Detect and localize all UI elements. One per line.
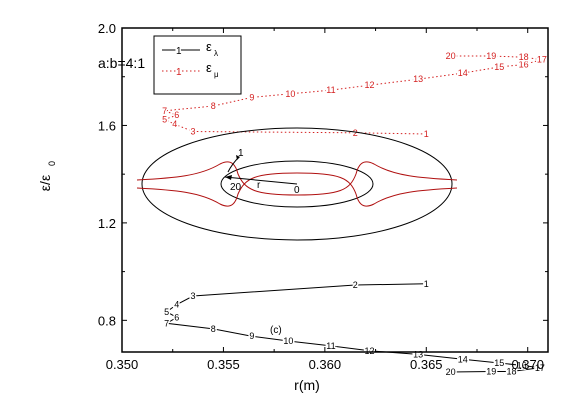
legend-box	[153, 35, 242, 95]
series-0-point-label: 5	[164, 307, 169, 317]
series-0-point-label: 14	[458, 354, 468, 364]
series-1-point-label: 15	[494, 62, 504, 72]
series-0-point-label: 13	[413, 349, 423, 359]
y-tick-label: 1.6	[98, 118, 116, 133]
series-1-point-label: 12	[364, 80, 374, 90]
radius-arrowhead	[225, 175, 232, 180]
series-1-point-label: 20	[446, 51, 456, 61]
series-0-point-label: 8	[211, 324, 216, 334]
series-0-point-label: 4	[174, 299, 179, 309]
series-1-point-label: 11	[326, 85, 335, 95]
panel-label: (c)	[270, 325, 282, 336]
start-point-label: 1	[238, 148, 244, 159]
series-1-point-label: 2	[353, 128, 358, 138]
x-tick-label: 0.360	[309, 357, 342, 372]
end-point-label: 20	[230, 182, 242, 193]
series-1-point-label: 14	[458, 68, 468, 78]
series-0-point-label: 6	[174, 312, 179, 322]
series-1-point-label: 18	[519, 52, 529, 62]
x-tick-label: 0.350	[106, 357, 139, 372]
series-1-point-label: 10	[285, 89, 295, 99]
series-0-point-label: 12	[364, 346, 374, 356]
inner-curve-lower	[136, 172, 458, 207]
series-0-point-label: 10	[283, 336, 293, 346]
series-1-point-label: 17	[537, 55, 547, 65]
y-tick-label: 0.8	[98, 313, 116, 328]
legend-marker-mu: 1	[176, 67, 182, 78]
series-1-point-label: 7	[162, 106, 167, 116]
legend-label-lambda: ε	[206, 39, 212, 54]
series-0-point-label: 1	[424, 279, 429, 289]
plot-frame	[121, 27, 549, 353]
angle-arrowhead	[236, 155, 240, 160]
legend: 1 ε λ 1 ε μ	[153, 35, 242, 95]
series-1-point-label: 5	[162, 114, 167, 124]
legend-marker-lambda: 1	[176, 46, 182, 57]
outer-ellipse	[141, 127, 453, 241]
y-tick-label: 2.0	[98, 21, 116, 36]
series-0-point-label: 11	[326, 341, 335, 351]
series-0-point-label: 2	[353, 280, 358, 290]
series-1-point-label: 16	[519, 60, 529, 70]
legend-entry-lambda: 1 ε λ	[162, 39, 218, 59]
series-1-point-label: 1	[424, 129, 429, 139]
series-1-point-label: 4	[172, 119, 177, 129]
series-0-point-label: 9	[249, 331, 254, 341]
center-point-label: 0	[294, 185, 300, 196]
axes: 0.350 0.355 0.360 0.365 0.370 0.8 1.2 1.6 2.0	[98, 21, 549, 372]
radius-label: r	[257, 180, 261, 191]
series-1-point-label: 9	[249, 92, 254, 102]
x-tick-label: 0.355	[207, 357, 240, 372]
y-axis-title: ε/ε 0	[37, 161, 57, 191]
series-1-point-label: 19	[486, 51, 496, 61]
legend-label-mu: ε	[206, 60, 212, 75]
series-line-1	[163, 55, 543, 135]
series-0-point-label: 15	[494, 358, 504, 368]
series-1-point-label: 3	[190, 127, 195, 137]
inset-diagram: 0 1 20 r	[136, 127, 458, 241]
x-axis-title: r(m)	[294, 377, 320, 393]
series-0-point-label: 20	[446, 367, 456, 377]
y-axis-title-sub: 0	[47, 161, 57, 166]
y-axis-title-main: ε/ε	[37, 175, 53, 191]
x-tick-label: 0.370	[511, 357, 544, 372]
series-0-point-label: 18	[506, 366, 516, 376]
series-1-point-label: 6	[174, 110, 179, 120]
series-1-point-label: 13	[413, 74, 423, 84]
inner-curve-upper	[136, 161, 458, 196]
radius-arrow-line	[224, 176, 298, 185]
x-tick-label: 0.365	[410, 357, 443, 372]
y-tick-label: 1.2	[98, 216, 116, 231]
series-0-point-label: 7	[164, 318, 169, 328]
series-1-point-label: 8	[211, 101, 216, 111]
legend-entry-mu: 1 ε μ	[162, 60, 219, 80]
series-line-0	[165, 283, 540, 373]
series-0-point-label: 16	[517, 360, 527, 370]
series-0-point-label: 3	[190, 291, 195, 301]
legend-label-mu-sub: μ	[214, 70, 219, 79]
inner-ellipse	[220, 160, 374, 208]
series-0-point-label: 17	[535, 363, 545, 373]
ratio-annotation: a:b=4:1	[98, 55, 145, 71]
legend-label-lambda-sub: λ	[214, 49, 218, 58]
series-0-point-label: 19	[486, 366, 496, 376]
